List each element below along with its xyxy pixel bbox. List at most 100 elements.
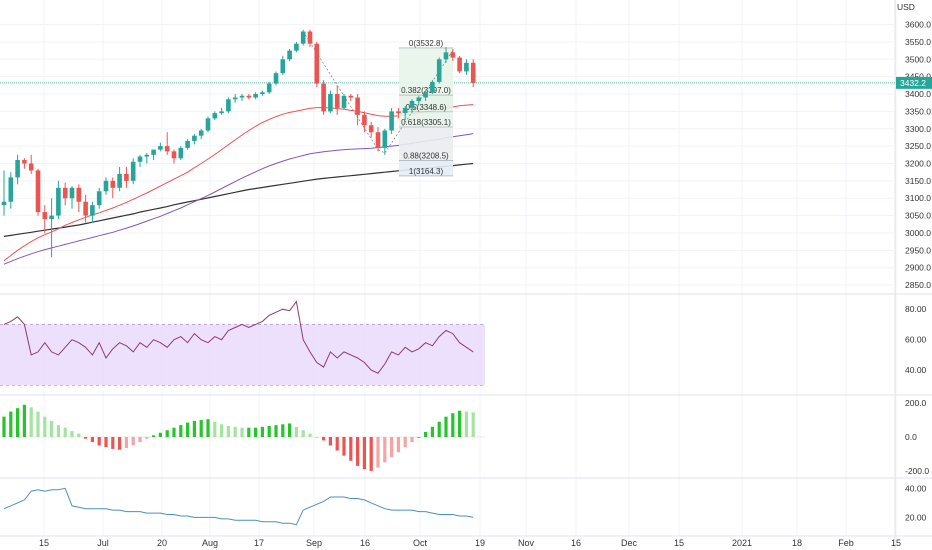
candle-body[interactable]: [219, 111, 224, 114]
time-tick-label[interactable]: Sep: [306, 538, 322, 548]
candle-body[interactable]: [348, 95, 354, 98]
macd-bar: [29, 407, 33, 437]
candle-body[interactable]: [402, 107, 408, 114]
time-tick-label[interactable]: Aug: [202, 538, 218, 548]
candle-body[interactable]: [355, 97, 360, 115]
candle-body[interactable]: [226, 99, 231, 112]
candle-body[interactable]: [164, 146, 170, 152]
rsi-pane[interactable]: 80.00 60.00 40.00: [0, 300, 927, 386]
time-tick-label[interactable]: 19: [475, 538, 485, 548]
candle-body[interactable]: [416, 97, 422, 101]
candle-body[interactable]: [110, 180, 116, 188]
candle-body[interactable]: [49, 215, 54, 220]
candle-body[interactable]: [205, 118, 211, 131]
macd-bar: [430, 426, 434, 437]
candle-body[interactable]: [266, 83, 272, 93]
candle-body[interactable]: [90, 205, 95, 216]
candle-body[interactable]: [273, 73, 279, 84]
candle-body[interactable]: [192, 135, 197, 141]
time-tick-label[interactable]: 17: [254, 538, 264, 548]
candle-body[interactable]: [382, 130, 388, 148]
time-tick-label[interactable]: 18: [792, 538, 802, 548]
candle-body[interactable]: [158, 146, 163, 150]
candle-body[interactable]: [450, 52, 456, 58]
candle-body[interactable]: [198, 130, 204, 136]
candle-body[interactable]: [334, 94, 340, 108]
time-tick-label[interactable]: 20: [157, 538, 167, 548]
candle-body[interactable]: [232, 97, 238, 100]
time-tick-label[interactable]: Jul: [97, 538, 109, 548]
candle-body[interactable]: [470, 62, 476, 83]
candle-body[interactable]: [35, 170, 41, 213]
time-tick-label[interactable]: 16: [360, 538, 370, 548]
time-tick-label[interactable]: Dec: [621, 538, 638, 548]
candle-body[interactable]: [151, 149, 156, 155]
candle-body[interactable]: [56, 187, 61, 216]
candle-body[interactable]: [117, 173, 122, 188]
candle-body[interactable]: [294, 43, 299, 51]
candle-body[interactable]: [396, 111, 401, 114]
candle-body[interactable]: [368, 125, 374, 133]
candle-body[interactable]: [321, 83, 326, 112]
candle-body[interactable]: [389, 111, 394, 131]
candle-body[interactable]: [341, 95, 347, 108]
candle-body[interactable]: [42, 212, 48, 220]
candle-body[interactable]: [436, 59, 442, 82]
candle-body[interactable]: [15, 160, 20, 178]
candle-body[interactable]: [260, 92, 265, 95]
time-tick-label[interactable]: 15: [674, 538, 684, 548]
time-tick-label[interactable]: Feb: [838, 538, 854, 548]
candle-body[interactable]: [124, 173, 129, 181]
candle-body[interactable]: [62, 187, 68, 199]
candle-body[interactable]: [280, 59, 286, 74]
candle-body[interactable]: [464, 62, 469, 72]
time-tick-label[interactable]: 15: [39, 538, 49, 548]
candle-body[interactable]: [137, 156, 143, 162]
candle-body[interactable]: [28, 163, 34, 171]
candle-body[interactable]: [239, 95, 245, 98]
candle-body[interactable]: [76, 187, 82, 202]
rsi-tick-label: 60.00: [905, 335, 927, 345]
candle-body[interactable]: [409, 100, 415, 108]
candle-body[interactable]: [246, 95, 252, 98]
candle-body[interactable]: [69, 187, 75, 199]
time-axis[interactable]: 15 Jul 20 Aug 17 Sep 16 Oct 19 Nov 16 Dec 15 2021 18 Fe…: [39, 538, 901, 548]
candle-body[interactable]: [83, 201, 88, 216]
candle-body[interactable]: [443, 52, 449, 60]
macd-histogram-pane[interactable]: 200.0 0.0 -200.0: [0, 398, 929, 476]
time-tick-label[interactable]: 15: [891, 538, 901, 548]
candle-body[interactable]: [212, 113, 218, 119]
candle-body[interactable]: [253, 94, 258, 98]
candle-body[interactable]: [178, 147, 184, 159]
candle-body[interactable]: [430, 81, 435, 93]
fibonacci-retracement[interactable]: 0(3532.8) 0.382(3397.0) 0.5(3348.6) 0.618(3…: [302, 31, 454, 177]
candle-body[interactable]: [362, 114, 367, 126]
time-tick-label[interactable]: 16: [571, 538, 581, 548]
candle-body[interactable]: [375, 132, 381, 148]
candle-body[interactable]: [457, 57, 462, 72]
candle-body[interactable]: [185, 140, 190, 148]
candlesticks[interactable]: [1, 29, 476, 258]
time-tick-label[interactable]: Nov: [518, 538, 535, 548]
macd-bar: [356, 437, 360, 466]
adx-pane[interactable]: 40.00 20.00: [3, 483, 927, 526]
price-axis[interactable]: USD 3600.0 3550.0 3500.0 3450.0 3400.0 3350.0…: [896, 2, 932, 290]
candle-body[interactable]: [314, 43, 320, 84]
candle-body[interactable]: [144, 154, 150, 157]
time-tick-label[interactable]: Oct: [413, 538, 428, 548]
candle-body[interactable]: [103, 180, 109, 192]
candle-body[interactable]: [96, 191, 102, 206]
macd-tick-label: 0.0: [905, 432, 917, 442]
candle-body[interactable]: [8, 177, 14, 202]
candle-body[interactable]: [287, 50, 292, 60]
candle-body[interactable]: [130, 161, 136, 181]
candle-body[interactable]: [423, 92, 428, 98]
candle-body[interactable]: [171, 151, 177, 159]
candle-body[interactable]: [22, 160, 27, 164]
candle-body[interactable]: [328, 94, 333, 112]
candle-body[interactable]: [307, 31, 313, 44]
candle-body[interactable]: [300, 31, 306, 44]
candle-body[interactable]: [1, 201, 7, 206]
time-tick-label[interactable]: 2021: [732, 538, 752, 548]
